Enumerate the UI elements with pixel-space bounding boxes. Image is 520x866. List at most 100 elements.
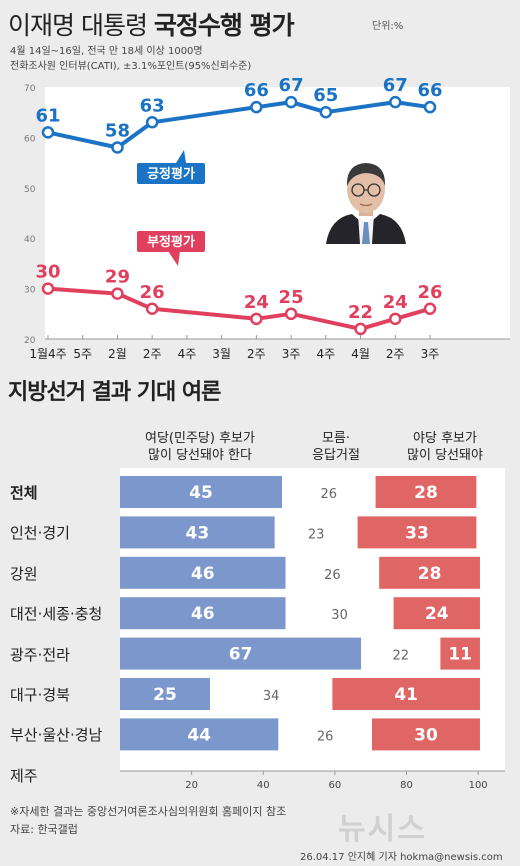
colhead-ruling: 여당(민주당) 후보가 많이 당선돼야 한다 <box>120 430 280 464</box>
bar-value-label: 25 <box>153 685 177 705</box>
row-label: 전체 <box>10 484 38 502</box>
credit-line: 26.04.17 안지혜 기자 hokma@newsis.com <box>300 852 503 863</box>
bar-segment <box>361 637 441 670</box>
bar-value-label: 24 <box>425 604 449 624</box>
colhead-ruling-line1: 여당(민주당) 후보가 <box>145 431 255 446</box>
x-tick-label: 5주 <box>73 347 92 361</box>
data-label: 24 <box>244 292 269 313</box>
data-point <box>250 312 263 326</box>
x-tick-label: 3주 <box>282 347 301 361</box>
x-tick-label: 2주 <box>247 347 266 361</box>
bar-value-label: 26 <box>321 487 338 502</box>
data-label: 29 <box>105 267 130 288</box>
data-label: 24 <box>383 292 408 313</box>
data-point <box>41 282 55 295</box>
x-tick-label: 20 <box>185 780 198 791</box>
bar-value-label: 23 <box>308 527 325 542</box>
data-label: 65 <box>313 85 338 106</box>
x-tick-label: 4주 <box>316 347 335 361</box>
bar-value-label: 45 <box>189 483 213 503</box>
president-portrait-image <box>322 152 410 244</box>
election-survey-title: 지방선거 결과 기대 여론 <box>8 380 221 405</box>
bar-segment <box>332 678 480 710</box>
x-tick-label: 4주 <box>178 347 197 361</box>
y-tick-label: 30 <box>24 286 36 296</box>
data-point <box>250 100 263 114</box>
bar-segment <box>375 476 477 508</box>
data-point <box>389 312 402 326</box>
x-tick-label: 4월 <box>351 347 370 361</box>
data-label: 58 <box>105 120 130 141</box>
bar-value-label: 43 <box>186 523 210 543</box>
bar-segment <box>120 597 286 630</box>
data-point <box>389 95 402 109</box>
colhead-opposition-line2: 많이 당선돼야 <box>407 448 483 463</box>
y-tick-label: 70 <box>24 84 36 94</box>
newsis-logo: 뉴시스 <box>338 812 427 847</box>
bar-segment <box>393 597 480 630</box>
data-point <box>319 105 333 119</box>
x-tick-label: 2주 <box>143 347 162 361</box>
stacked-bar-chart: 45 26 28 43 23 33 46 26 28 46 30 24 67 22 11 25 34 41 44 26… <box>120 468 505 791</box>
data-point <box>284 307 298 321</box>
data-label: 22 <box>348 302 373 323</box>
survey-note-1: 4월 14일~16일, 전국 만 18세 이상 1000명 <box>10 46 203 57</box>
y-tick-label: 20 <box>24 336 36 346</box>
y-tick-label: 50 <box>24 185 36 195</box>
legend-tag-1 <box>137 231 205 252</box>
bar-value-label: 34 <box>263 689 280 704</box>
colhead-ruling-line2: 많이 당선돼야 한다 <box>148 448 252 463</box>
bar-value-label: 30 <box>414 725 438 745</box>
y-tick-label: 60 <box>24 134 36 144</box>
bar-value-label: 44 <box>187 725 211 745</box>
data-label: 67 <box>279 75 304 96</box>
bar-value-label: 33 <box>405 523 429 543</box>
data-point <box>111 287 124 300</box>
data-label: 61 <box>35 105 60 126</box>
bar-value-label: 26 <box>324 568 341 583</box>
x-tick-label: 1월4주 <box>29 347 66 361</box>
bar-segment <box>274 516 358 549</box>
footer-note: ※자세한 결과는 중앙선거여론조사심의위원회 홈페이지 참조 <box>10 805 287 818</box>
bar-value-label: 28 <box>414 483 438 503</box>
colhead-opposition-line1: 야당 후보가 <box>413 431 477 446</box>
row-label: 대구·경북 <box>10 686 70 704</box>
bar-segment <box>209 678 333 710</box>
row-label: 인천·경기 <box>10 524 70 543</box>
unit-label: 단위:% <box>372 21 404 32</box>
line-chart: 20 30 40 50 60 70 1월4주 5주 2월 2주 4주 3월 2주 3주 4주 4월 2주 3주 61… <box>24 75 510 361</box>
bar-segment <box>120 637 362 670</box>
bar-value-label: 30 <box>331 608 348 623</box>
source-label: 자료: 한국갤럽 <box>10 823 78 836</box>
row-label: 광주·전라 <box>10 645 70 664</box>
page-title: 이재명 대통령 국정수행 평가 <box>8 6 295 42</box>
bar-segment <box>278 718 372 751</box>
bar-segment <box>379 556 480 589</box>
legend-tag-pointer <box>176 150 186 163</box>
x-tick-label: 80 <box>400 780 413 791</box>
colhead-unknown-line1: 모름· <box>321 431 351 446</box>
row-label: 제주 <box>10 766 38 785</box>
data-label: 67 <box>383 75 408 96</box>
survey-note-2: 전화조사원 인터뷰(CATI), ±3.1%포인트(95%신뢰수준) <box>10 61 252 72</box>
bar-segment <box>281 476 376 508</box>
data-label: 26 <box>140 282 165 303</box>
bar-segment <box>120 516 275 549</box>
data-label: 30 <box>35 262 60 283</box>
bar-value-label: 67 <box>229 645 253 665</box>
y-tick-label: 40 <box>24 235 36 245</box>
x-tick-label: 2월 <box>108 347 127 361</box>
bar-value-label: 26 <box>317 729 334 744</box>
data-point <box>41 126 55 139</box>
data-label: 26 <box>417 282 442 303</box>
series-line-0 <box>47 100 431 150</box>
data-point <box>145 116 159 129</box>
data-label: 63 <box>140 95 165 116</box>
data-point <box>111 141 124 154</box>
bar-segment <box>285 556 380 589</box>
x-tick-label: 3월 <box>212 347 231 361</box>
data-point <box>284 95 298 109</box>
data-label: 66 <box>417 80 442 101</box>
data-point <box>354 322 367 336</box>
x-tick-label: 100 <box>469 780 488 791</box>
